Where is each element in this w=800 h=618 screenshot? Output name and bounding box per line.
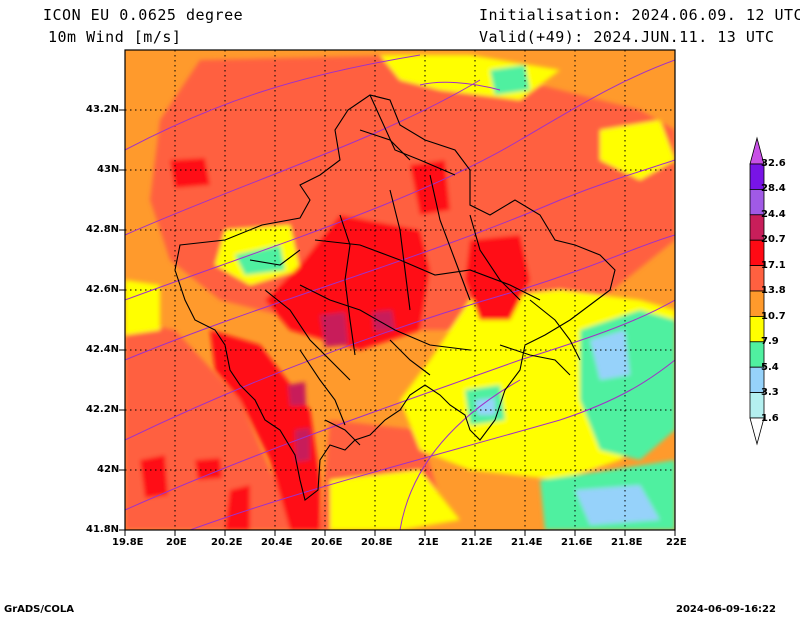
borders	[174, 94, 616, 501]
colorbar-label: 10.7	[761, 311, 786, 322]
lat-label: 42.2N	[86, 404, 120, 415]
wind-zone-5b	[575, 485, 660, 525]
colorbar-label: 32.6	[761, 158, 786, 169]
wind-streamlines	[125, 54, 675, 530]
wind-zone-17e	[170, 158, 210, 188]
axis-ticks	[119, 109, 676, 536]
colorbar-label: 3.3	[761, 387, 779, 398]
lat-label: 42.6N	[86, 284, 120, 295]
lon-label: 20E	[166, 537, 187, 548]
wind-zone-20c	[288, 382, 306, 406]
lat-label: 41.8N	[86, 524, 120, 535]
field-title: 10m Wind [m/s]	[48, 28, 182, 46]
wind-zone-17g	[195, 458, 222, 480]
lon-label: 21.8E	[611, 537, 643, 548]
wind-zone-17b	[465, 235, 530, 320]
lon-label: 20.8E	[361, 537, 393, 548]
lon-label: 20.6E	[311, 537, 343, 548]
colorbar-label: 17.1	[761, 260, 786, 271]
colorbar-label: 5.4	[761, 362, 779, 373]
colorbar-label: 7.9	[761, 336, 779, 347]
lon-label: 20.4E	[261, 537, 293, 548]
wind-zone-7d	[490, 65, 530, 95]
lon-label: 21.2E	[461, 537, 493, 548]
colorbar-label: 24.4	[761, 209, 786, 220]
colorbar-label: 20.7	[761, 234, 786, 245]
wind-zone-10f	[600, 120, 675, 180]
lat-label: 42.8N	[86, 224, 120, 235]
lon-label: 20.2E	[211, 537, 243, 548]
wind-zone-10d	[125, 280, 160, 335]
lat-label: 42.4N	[86, 344, 120, 355]
lat-label: 43N	[97, 164, 120, 175]
lon-label: 21.4E	[511, 537, 543, 548]
init-time: Initialisation: 2024.06.09. 12 UTC	[479, 6, 800, 24]
colorbar-label: 28.4	[761, 183, 786, 194]
colorbar-label: 1.6	[761, 413, 779, 424]
colorbar-bottom-arrow	[749, 417, 765, 446]
wind-zone-17f	[140, 455, 168, 498]
wind-zone-17c	[210, 330, 320, 530]
lon-label: 21.6E	[561, 537, 593, 548]
wind-zone-7c	[235, 245, 285, 275]
lon-label: 21E	[418, 537, 439, 548]
footer-timestamp: 2024-06-09-16:22	[676, 604, 776, 615]
lat-label: 42N	[97, 464, 120, 475]
lat-label: 43.2N	[86, 104, 120, 115]
wind-zone-5	[590, 330, 630, 380]
wind-zone-10e	[330, 470, 460, 530]
lon-label: 19.8E	[112, 537, 144, 548]
colorbar	[749, 136, 765, 446]
wind-zone-20d	[295, 428, 310, 462]
wind-zone-17d	[410, 160, 450, 215]
lon-label: 22E	[666, 537, 687, 548]
wind-zone-17h	[225, 485, 250, 530]
footer-credit: GrADS/COLA	[4, 604, 74, 615]
wind-zone-13b	[125, 320, 310, 530]
wind-zone-20	[320, 312, 348, 347]
colorbar-label: 13.8	[761, 285, 786, 296]
wind-zone-5c	[475, 398, 495, 415]
model-title: ICON EU 0.0625 degree	[43, 6, 244, 24]
valid-time: Valid(+49): 2024.JUN.11. 13 UTC	[479, 28, 775, 46]
